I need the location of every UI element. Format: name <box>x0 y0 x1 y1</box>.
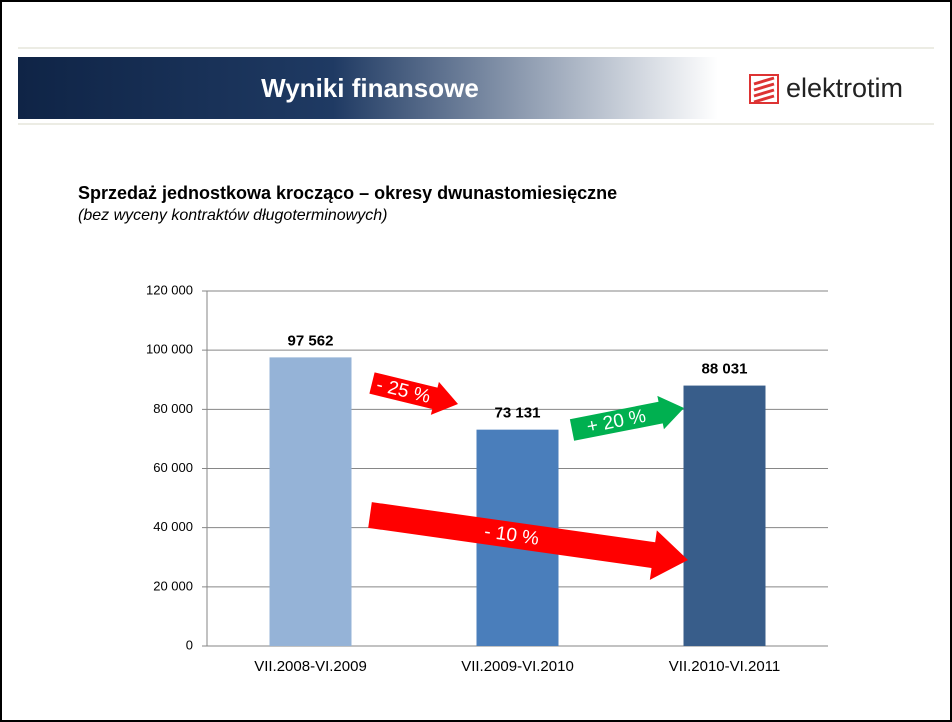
arrow <box>569 395 684 441</box>
x-tick-label: VII.2010-VI.2011 <box>669 658 780 675</box>
x-tick-label: VII.2009-VI.2010 <box>461 658 574 675</box>
header-title: Wyniki finansowe <box>261 73 479 103</box>
y-tick-label: 80 000 <box>153 401 193 416</box>
x-tick-label: VII.2008-VI.2009 <box>254 658 367 675</box>
chart-title: Sprzedaż jednostkowa krocząco – okresy d… <box>78 183 617 203</box>
value-label: 97 562 <box>288 332 334 349</box>
value-label: 73 131 <box>495 405 541 422</box>
logo-icon <box>749 74 779 104</box>
y-tick-label: 100 000 <box>146 342 193 357</box>
y-tick-label: 120 000 <box>146 282 193 297</box>
value-label: 88 031 <box>702 361 748 378</box>
y-tick-label: 60 000 <box>153 460 193 475</box>
logo-text: elektrotim <box>786 73 903 103</box>
arrow <box>369 372 458 415</box>
y-tick-label: 40 000 <box>153 519 193 534</box>
y-tick-label: 0 <box>186 637 193 652</box>
chart-subtitle: (bez wyceny kontraktów długoterminowych) <box>78 207 387 224</box>
arrow <box>368 502 688 580</box>
y-tick-label: 20 000 <box>153 578 193 593</box>
bar <box>269 357 352 646</box>
bar <box>683 385 766 646</box>
header-band <box>18 57 718 119</box>
